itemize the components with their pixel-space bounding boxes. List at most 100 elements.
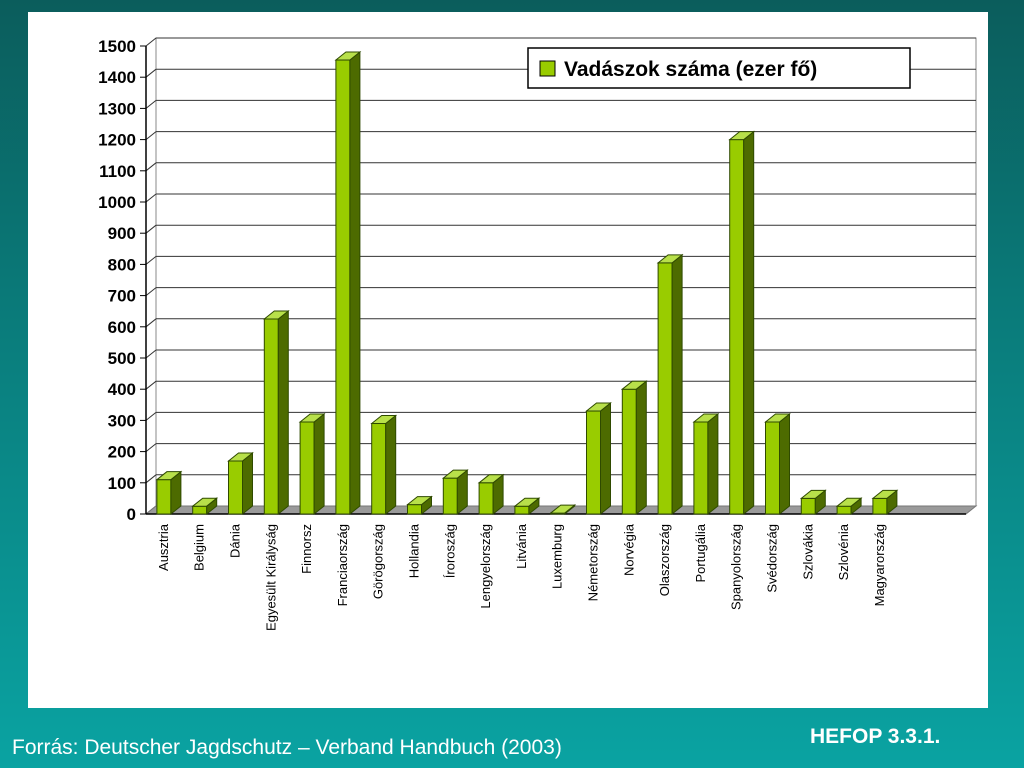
x-tick-label: Íroroszág [442, 524, 457, 578]
bar-top [191, 497, 219, 507]
gridline-connector [145, 443, 157, 452]
bar-side [779, 412, 790, 516]
bar [228, 460, 243, 515]
gridline-connector [145, 224, 157, 234]
gridline-connector [145, 131, 157, 140]
y-tick-label: 900 [108, 224, 136, 243]
bar-side [600, 401, 611, 516]
gridline-connector [145, 380, 157, 390]
bar [299, 421, 315, 515]
gridline-connector [145, 100, 157, 109]
bar-top [764, 413, 791, 423]
bar [263, 318, 279, 515]
legend-box [527, 47, 911, 89]
bar-top [227, 452, 254, 462]
gridline-connector [145, 474, 157, 484]
bar-side [635, 380, 647, 516]
bar-top [334, 51, 362, 61]
y-tick-label: 100 [108, 474, 136, 493]
y-tick-label: 1500 [98, 37, 136, 56]
x-tick-label: Portugália [693, 523, 708, 582]
x-tick-label: Norvégia [621, 523, 636, 576]
x-tick-label: Svédország [765, 524, 780, 593]
x-tick-label: Spanyolország [729, 524, 744, 610]
y-tick-label: 300 [108, 411, 136, 430]
bar [442, 477, 458, 515]
x-tick-label: Hollandia [407, 523, 422, 578]
bar-top [477, 474, 505, 484]
x-tick-label: Litvánia [514, 523, 529, 569]
gridline-connector [145, 349, 157, 359]
x-tick-label: Görögország [371, 524, 386, 599]
bar [729, 139, 745, 515]
source-caption: Forrás: Deutscher Jagdschutz – Verband H… [12, 736, 562, 759]
bar-side [707, 412, 719, 516]
x-tick-label: Dánia [228, 523, 243, 558]
bar [800, 497, 816, 515]
bar [657, 262, 673, 515]
gridline-connector [145, 256, 157, 265]
gridline-connector [145, 193, 157, 203]
project-code: HEFOP 3.3.1. [810, 725, 941, 748]
x-tick-label: Finnorsz [299, 524, 314, 574]
y-tick-label: 500 [108, 349, 136, 368]
y-tick-label: 600 [108, 318, 136, 337]
bar [514, 505, 530, 515]
bar-top [370, 415, 398, 425]
bar-top [871, 489, 899, 499]
bar-top [441, 469, 469, 479]
gridline-connector [145, 37, 157, 47]
y-tick-label: 0 [127, 505, 136, 524]
legend-label: Vadászok száma (ezer fő) [564, 58, 817, 81]
legend-swatch [539, 60, 556, 77]
gridline-connector [145, 287, 157, 296]
bar-top [406, 496, 433, 506]
x-tick-label: Ausztria [156, 523, 171, 571]
y-tick-label: 1300 [98, 99, 136, 118]
bar-top [298, 413, 326, 423]
bar [765, 421, 780, 515]
y-tick-label: 1000 [98, 193, 136, 212]
gridline-connector [145, 318, 157, 328]
bar-top [262, 310, 290, 320]
bar-top [155, 471, 183, 481]
bar-top [513, 497, 541, 507]
x-tick-label: Németország [586, 524, 601, 601]
y-tick-label: 1200 [98, 131, 136, 150]
x-tick-label: Belgium [192, 524, 207, 571]
y-tick-label: 800 [108, 255, 136, 274]
bar-chart: 0 100 200 300 400 500 600 700 800 900 1000 1100 1200… [98, 37, 978, 631]
bar-top [620, 380, 648, 390]
bar-side [671, 253, 683, 516]
bar [872, 497, 888, 515]
bar [693, 421, 709, 515]
bar-side [349, 50, 361, 516]
bar-side [242, 451, 253, 516]
bar [407, 504, 422, 515]
bar [586, 410, 601, 515]
x-tick-label: Egyesült Királyság [263, 524, 278, 631]
y-tick-label: 1400 [98, 68, 136, 87]
x-tick-label: Luxemburg [550, 524, 565, 589]
bar [156, 479, 172, 515]
bar [478, 482, 494, 515]
bar [192, 505, 208, 515]
bar-top [549, 504, 577, 514]
chart-panel: 0 100 200 300 400 500 600 700 800 900 1000 1100 1200… [28, 12, 988, 708]
y-tick-label: 200 [108, 443, 136, 462]
gridline-connector [145, 412, 157, 421]
bar-side [743, 130, 755, 516]
bar-top [585, 402, 612, 412]
bar-side [277, 309, 289, 516]
bar-top [728, 131, 756, 141]
x-tick-label: Magyarország [872, 524, 887, 606]
bar-top [835, 497, 863, 507]
y-tick-label: 400 [108, 380, 136, 399]
bar-top [799, 489, 827, 499]
bar [335, 59, 351, 515]
x-tick-label: Franciaország [335, 524, 350, 606]
bar-top [692, 413, 720, 423]
bar-top [656, 254, 684, 264]
bar-side [313, 412, 325, 516]
y-tick-label: 700 [108, 287, 136, 306]
